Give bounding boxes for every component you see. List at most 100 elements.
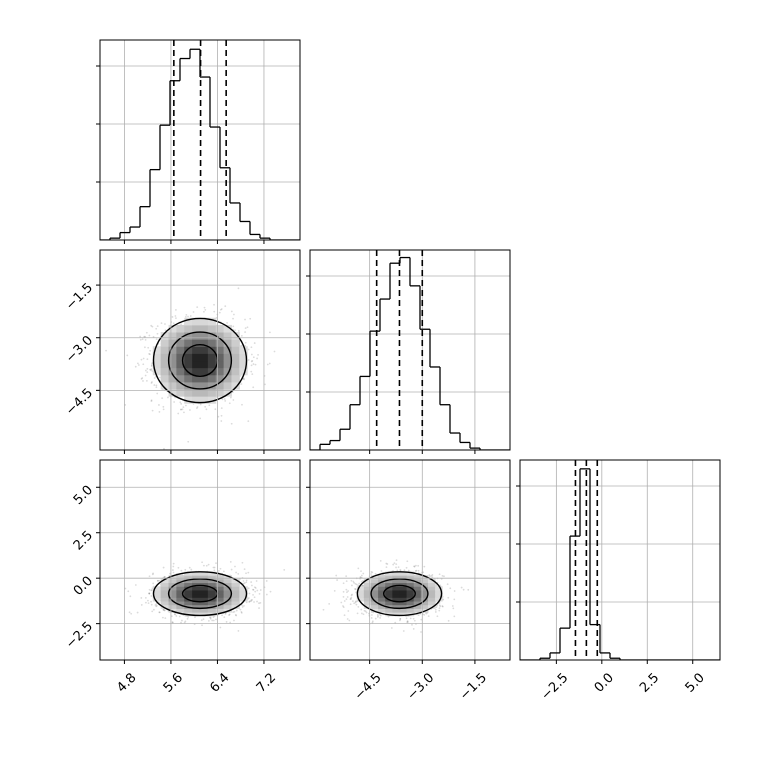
pair-panel-1-2-density-cell-12-6 bbox=[435, 593, 443, 598]
pair-panel-1-2-sample-point-259 bbox=[406, 621, 409, 623]
pair-panel-0-2-sample-point-224 bbox=[148, 592, 151, 595]
pair-panel-0-1-density-cell-10-3 bbox=[223, 381, 232, 390]
pair-panel-0-1-density-cell-5-12 bbox=[184, 317, 193, 326]
pair-panel-0-1-sample-point-921 bbox=[180, 323, 183, 326]
pair-panel-0-1-sample-point-146 bbox=[149, 353, 151, 356]
pair-panel-1-2-sample-point-717 bbox=[354, 582, 357, 585]
pair-panel-0-1-sample-point-179 bbox=[163, 447, 165, 450]
pair-panel-1-2-sample-point-460 bbox=[390, 627, 393, 629]
pair-panel-0-2-sample-point-689 bbox=[144, 596, 147, 599]
pair-panel-1-2-density-cell-4-8 bbox=[378, 586, 386, 591]
pair-panel-0-1-sample-point-1467 bbox=[257, 353, 259, 356]
pair-panel-0-2-density-cell-7-5 bbox=[200, 597, 209, 602]
pair-panel-1-2-density-cell-11-8 bbox=[427, 586, 436, 591]
pair-panel-0-2-sample-point-222 bbox=[172, 565, 175, 568]
pair-panel-1-2-sample-point-962 bbox=[403, 569, 406, 572]
pair-panel-1-2-sample-point-1261 bbox=[409, 617, 412, 620]
pair-panel-0-1-sample-point-1370 bbox=[203, 310, 205, 313]
pair-panel-0-1-sample-point-601 bbox=[145, 379, 148, 382]
pair-panel-0-2-sample-point-1085 bbox=[211, 619, 214, 622]
pair-panel-0-2-density-cell-6-2 bbox=[192, 608, 201, 613]
pair-panel-0-2-sample-point-1025 bbox=[213, 569, 216, 572]
pair-panel-1-2-sample-point-1188 bbox=[362, 584, 365, 587]
pair-panel-0-2-density-cell-11-9 bbox=[231, 582, 240, 587]
pair-panel-0-2-sample-point-119 bbox=[237, 572, 240, 575]
pair-panel-0-2-density-cell-10-7 bbox=[223, 589, 232, 595]
pair-panel-0-2-density-cell-6-6 bbox=[192, 593, 201, 598]
pair-panel-0-2-density-cell-2-9 bbox=[160, 582, 170, 587]
pair-panel-0-1-sample-point-655 bbox=[155, 327, 158, 330]
pair-panel-0-1-sample-point-782 bbox=[162, 405, 165, 408]
pair-panel-0-1-sample-point-652 bbox=[224, 400, 227, 402]
pair-panel-0-2-density-cell-4-6 bbox=[176, 593, 185, 598]
pair-panel-0-1-sample-point-893 bbox=[237, 287, 240, 290]
pair-panel-0-2-sample-point-1325 bbox=[180, 621, 182, 624]
pair-panel-0-1-sample-point-1439 bbox=[167, 396, 169, 399]
pair-panel-1-2-sample-point-496 bbox=[427, 615, 430, 618]
pair-panel-0-2-sample-point-952 bbox=[147, 599, 149, 602]
pair-panel-1-2-sample-point-1016 bbox=[460, 586, 463, 589]
pair-panel-1-2-density-cell-4-5 bbox=[378, 597, 386, 602]
pair-panel-0-1-sample-point-1499 bbox=[148, 352, 151, 355]
pair-panel-0-1-sample-point-1360 bbox=[237, 330, 240, 332]
pair-panel-0-2-density-cell-11-10 bbox=[231, 578, 240, 584]
pair-panel-0-2-sample-point-933 bbox=[155, 602, 158, 605]
pair-panel-0-2-density-cell-6-5 bbox=[192, 597, 201, 602]
pair-panel-1-2-sample-point-655 bbox=[397, 566, 400, 569]
pair-panel-0-1-density-cell-3-3 bbox=[168, 381, 177, 390]
pair-panel-0-1-sample-point-634 bbox=[140, 377, 143, 380]
pair-panel-0-1-density-cell-9-3 bbox=[215, 381, 225, 390]
pair-panel-0-2-sample-point-1307 bbox=[254, 590, 257, 593]
pair-panel-0-2-density-cell-8-6 bbox=[207, 593, 217, 598]
pair-panel-0-1-density-cell-6-11 bbox=[192, 324, 201, 333]
pair-panel-1-2-density-cell-6-7 bbox=[392, 589, 400, 595]
pair-panel-1-2-sample-point-108 bbox=[374, 617, 377, 620]
pair-panel-0-1-density-cell-11-10 bbox=[231, 332, 240, 340]
pair-panel-0-2-sample-point-140 bbox=[212, 619, 215, 622]
pair-panel-0-1-sample-point-115 bbox=[252, 356, 255, 359]
pair-panel-0-2-sample-point-1088 bbox=[245, 579, 248, 582]
pair-panel-0-2-density-cell-3-7 bbox=[168, 589, 177, 595]
pair-panel-0-2-sample-point-973 bbox=[252, 588, 254, 591]
pair-panel-0-2-density-cell-2-7 bbox=[160, 589, 170, 595]
pair-panel-1-2-sample-point-188 bbox=[395, 566, 397, 569]
pair-panel-0-1-density-cell-6-12 bbox=[192, 317, 201, 326]
pair-panel-0-1-sample-point-845 bbox=[220, 414, 223, 417]
pair-panel-0-1-sample-point-254 bbox=[254, 363, 257, 366]
pair-panel-1-2-density-cell-9-6 bbox=[413, 593, 422, 598]
pair-panel-0-1-sample-point-1245 bbox=[155, 386, 158, 389]
pair-panel-1-2-sample-point-1202 bbox=[370, 617, 373, 619]
pair-panel-1-2-density-cell-5-10 bbox=[385, 578, 393, 584]
pair-panel-0-2-density-cell-8-7 bbox=[207, 589, 217, 595]
pair-panel-0-1-density-cell-10-9 bbox=[223, 339, 232, 347]
pair-panel-0-2-density-cell-7-11 bbox=[200, 575, 209, 580]
pair-panel-1-2-density-cell-9-4 bbox=[413, 601, 422, 606]
pair-panel-1-2-sample-point-34 bbox=[413, 565, 416, 568]
pair-panel-1-2-sample-point-403 bbox=[420, 618, 423, 621]
pair-panel-0-2-density-cell-1-6 bbox=[152, 593, 162, 598]
pair-panel-1-2-sample-point-1361 bbox=[436, 615, 439, 618]
pair-panel-1-2-density-cell-6-11 bbox=[392, 575, 400, 580]
pair-panel-0-2-density-cell-4-8 bbox=[176, 586, 185, 591]
pair-panel-0-2-sample-point-488 bbox=[201, 624, 203, 627]
pair-panel-0-2-sample-point-433 bbox=[265, 580, 268, 582]
pair-panel-0-1-density-cell-2-5 bbox=[160, 367, 170, 376]
pair-panel-1-2-content bbox=[322, 559, 470, 633]
pair-panel-0-2-background bbox=[100, 460, 300, 660]
pair-panel-1-2-sample-point-344 bbox=[439, 605, 442, 608]
pair-panel-0-1-sample-point-1102 bbox=[136, 362, 139, 365]
pair-panel-0-1-sample-point-980 bbox=[134, 365, 137, 368]
pair-panel-0-2-density-cell-6-7 bbox=[192, 589, 201, 595]
pair-panel-0-1-sample-point-973 bbox=[137, 364, 140, 366]
pair-panel-0-2-sample-point-536 bbox=[163, 609, 166, 612]
pair-panel-1-2-sample-point-1041 bbox=[415, 569, 418, 572]
pair-panel-0-2-sample-point-670 bbox=[225, 621, 228, 623]
pair-panel-1-2-sample-point-255 bbox=[350, 594, 353, 597]
pair-panel-0-1-sample-point-407 bbox=[264, 383, 266, 386]
pair-panel-1-2-sample-point-1383 bbox=[414, 564, 417, 567]
pair-panel-0-1-sample-point-772 bbox=[183, 411, 185, 414]
pair-panel-0-2-sample-point-69 bbox=[234, 565, 236, 568]
pair-panel-1-2-sample-point-238 bbox=[346, 591, 348, 594]
pair-panel-1-2-sample-point-1004 bbox=[349, 597, 352, 600]
pair-panel-0-1-density-cell-9-7 bbox=[215, 353, 225, 362]
